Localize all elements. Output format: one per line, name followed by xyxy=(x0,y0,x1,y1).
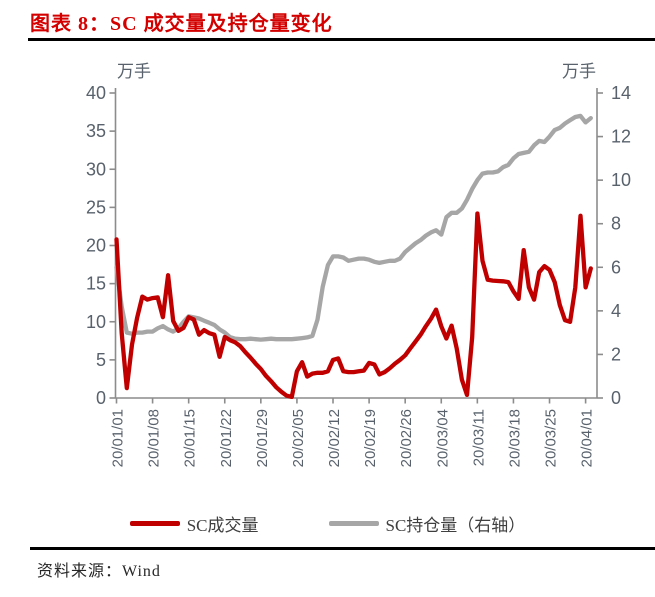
right-axis-tick-label: 12 xyxy=(611,127,631,147)
right-axis-tick-label: 4 xyxy=(611,301,621,321)
right-axis-tick-label: 8 xyxy=(611,214,621,234)
x-axis-tick-label: 20/03/25 xyxy=(543,409,560,467)
left-axis-tick-label: 10 xyxy=(86,312,106,332)
x-axis-tick-label: 20/01/22 xyxy=(218,409,235,467)
x-axis-tick-label: 20/01/08 xyxy=(146,409,163,467)
x-axis-tick-label: 20/02/26 xyxy=(398,409,415,467)
x-axis-tick-label: 20/01/15 xyxy=(182,409,199,467)
top-divider xyxy=(28,38,655,41)
x-axis-tick-label: 20/01/01 xyxy=(110,409,127,467)
open-interest-line-swatch xyxy=(328,521,379,526)
left-axis-tick-label: 30 xyxy=(86,159,106,179)
left-axis-tick-label: 0 xyxy=(96,388,106,408)
volume-line-swatch xyxy=(129,521,180,526)
right-axis-tick-label: 6 xyxy=(611,257,621,277)
left-axis-tick-label: 20 xyxy=(86,236,106,256)
x-axis-tick-label: 20/02/05 xyxy=(290,409,307,467)
x-axis-tick-label: 20/01/29 xyxy=(254,409,271,467)
x-axis-tick-label: 20/03/11 xyxy=(470,409,487,466)
x-axis-tick-label: 20/03/18 xyxy=(506,409,523,467)
legend-item-open-interest: SC持仓量（右轴） xyxy=(328,511,526,536)
right-axis-tick-label: 0 xyxy=(611,388,621,408)
legend-item-volume: SC成交量 xyxy=(129,511,259,536)
x-axis-tick-label: 20/02/19 xyxy=(362,409,379,467)
source-note: 资料来源：Wind xyxy=(37,563,161,580)
left-axis-tick-label: 5 xyxy=(96,350,106,370)
right-axis-tick-label: 2 xyxy=(611,344,621,364)
chart-legend: SC成交量 SC持仓量（右轴） xyxy=(0,511,655,536)
right-axis-tick-label: 10 xyxy=(611,170,631,190)
left-axis-tick-label: 15 xyxy=(86,274,106,294)
open-interest-line xyxy=(114,113,593,342)
figure-title: 图表 8：SC 成交量及持仓量变化 xyxy=(30,13,333,35)
right-axis-tick-label: 14 xyxy=(611,83,631,103)
x-axis-tick-label: 20/04/01 xyxy=(579,409,596,467)
bottom-divider xyxy=(30,547,655,550)
left-axis-unit-label: 万手 xyxy=(117,62,151,81)
right-axis-unit-label: 万手 xyxy=(562,62,596,81)
legend-label-open-interest: SC持仓量（右轴） xyxy=(385,516,526,535)
x-axis-tick-label: 20/03/04 xyxy=(434,409,451,467)
x-axis-tick-label: 20/02/12 xyxy=(326,409,343,467)
left-axis-tick-label: 40 xyxy=(86,83,106,103)
legend-label-volume: SC成交量 xyxy=(186,516,259,535)
volume-line xyxy=(114,211,593,400)
left-axis-tick-label: 25 xyxy=(86,197,106,217)
left-axis-tick-label: 35 xyxy=(86,121,106,141)
